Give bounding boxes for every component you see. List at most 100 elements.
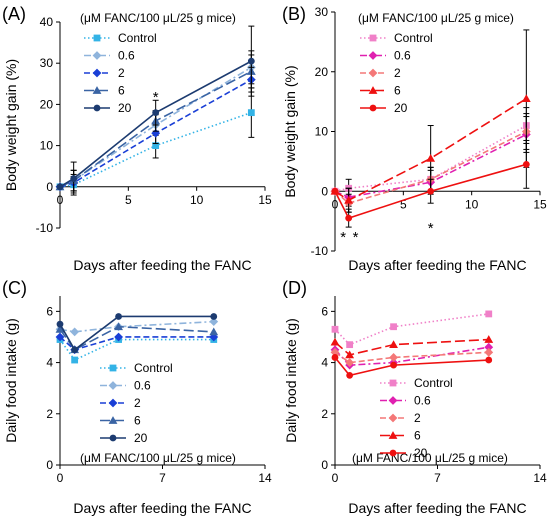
legend-swatch-marker [92, 68, 102, 78]
legend-entry: 20 [394, 101, 408, 115]
x-tick-label: 0 [332, 471, 339, 485]
series-line [59, 336, 214, 351]
legend-swatch-marker [109, 434, 117, 442]
x-tick-label: 0 [57, 471, 64, 485]
legend-swatch-marker [389, 449, 397, 457]
series-line [334, 133, 527, 199]
legend-swatch-marker [389, 379, 397, 387]
data-point [390, 323, 397, 331]
significance-star: * [428, 220, 434, 237]
significance-star: * [353, 229, 359, 246]
series-control [331, 310, 493, 349]
x-tick-label: 7 [434, 471, 441, 485]
x-tick-label: 10 [190, 193, 204, 207]
panel-label: (D) [282, 278, 307, 298]
legend-entry: 0.6 [118, 49, 135, 63]
series-2 [330, 347, 494, 367]
y-tick-label: 10 [315, 125, 329, 139]
y-tick-label: 30 [315, 5, 329, 19]
y-tick-label: -10 [36, 221, 54, 235]
data-point [247, 109, 255, 117]
legend-swatch-marker [93, 34, 101, 42]
legend-swatch-marker [368, 51, 378, 60]
x-tick-label: 10 [465, 197, 479, 211]
data-point [70, 175, 78, 182]
legend-swatch-marker [369, 34, 377, 42]
legend-swatch-marker [369, 104, 377, 112]
y-tick-label: 2 [46, 407, 53, 421]
data-point [346, 371, 354, 379]
data-point [484, 335, 494, 343]
y-tick-label: 20 [315, 65, 329, 79]
data-point [56, 183, 64, 191]
y-tick-label: 4 [46, 356, 53, 370]
y-axis-label: Daily food intake (g) [3, 318, 19, 443]
y-tick-label: 20 [40, 97, 54, 111]
data-point [209, 317, 219, 327]
x-axis-label: Days after feeding the FANC [348, 257, 526, 273]
series-20 [331, 139, 530, 228]
legend-entry: 6 [134, 414, 141, 428]
legend-entry: 2 [394, 66, 401, 80]
legend-entry: 2 [118, 66, 125, 80]
series-6 [330, 335, 494, 359]
y-tick-label: 4 [321, 356, 328, 370]
legend: (μM FANC/100 μL/25 g mice) Control 0.6 2 6 20 [352, 376, 508, 465]
y-tick-label: 6 [46, 304, 53, 318]
legend-entry: 2 [134, 396, 141, 410]
series-line [59, 325, 214, 351]
data-point [484, 347, 494, 357]
legend-entry: 0.6 [394, 49, 411, 63]
data-point [71, 356, 79, 364]
series-line [334, 351, 489, 364]
legend: (μM FANC/100 μL/25 g mice) Control 0.6 2 6 20 [80, 11, 236, 115]
data-point [484, 342, 494, 352]
data-point [344, 195, 354, 204]
series-line [59, 315, 214, 351]
series-2 [55, 332, 219, 355]
data-point [427, 187, 435, 195]
legend-entry: 20 [118, 101, 132, 115]
series-20 [331, 354, 493, 379]
legend-swatch-marker [388, 431, 398, 439]
legend-title: (μM FANC/100 μL/25 g mice) [80, 451, 236, 465]
x-tick-label: 14 [258, 471, 272, 485]
panel-label: (C) [2, 278, 27, 298]
panel-label: (A) [2, 4, 26, 24]
x-tick-label: 15 [258, 193, 272, 207]
x-tick-label: 14 [533, 471, 547, 485]
y-tick-label: -10 [311, 244, 329, 258]
legend-entry: Control [414, 376, 453, 390]
legend-swatch-marker [388, 396, 398, 405]
data-point [209, 327, 219, 336]
data-point [71, 346, 79, 354]
legend-entry: 6 [414, 429, 421, 443]
data-point [522, 160, 530, 168]
x-tick-label: 0 [332, 197, 339, 211]
legend-title: (μM FANC/100 μL/25 g mice) [352, 451, 508, 465]
legend-swatch-marker [368, 86, 378, 94]
data-point [346, 341, 354, 349]
x-axis-label: Days after feeding the FANC [73, 257, 251, 273]
series-line [59, 70, 252, 188]
chart-panel-c: (C) 0 2 4 6 0 7 14 Days after feeding the FANC Da… [2, 278, 272, 516]
data-point [330, 337, 340, 346]
data-point [521, 94, 531, 103]
x-tick-label: 0 [57, 193, 64, 207]
y-tick-label: 30 [40, 56, 54, 70]
x-axis-label: Days after feeding the FANC [348, 500, 526, 516]
legend-entry: 6 [118, 84, 125, 98]
data-point [389, 340, 398, 349]
data-point [55, 324, 65, 333]
legend: (μM FANC/100 μL/25 g mice) Control 0.6 2 6 20 [80, 361, 236, 465]
data-point [485, 356, 493, 364]
legend-swatch-marker [368, 68, 378, 78]
legend-entry: 20 [414, 446, 428, 460]
y-tick-label: 0 [321, 458, 328, 472]
series-line [59, 338, 214, 362]
data-point [115, 313, 122, 320]
significance-star: * [340, 229, 346, 246]
legend-swatch-marker [108, 381, 118, 390]
panel-label: (B) [282, 4, 306, 24]
